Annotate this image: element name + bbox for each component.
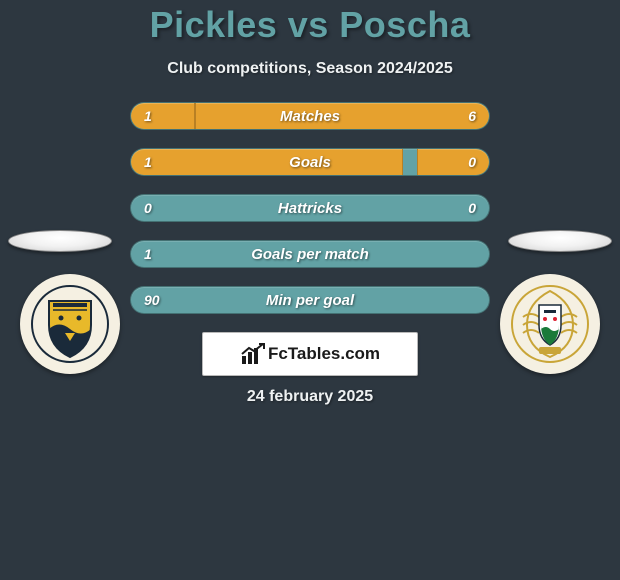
stats-area: Matches16Goals10Hattricks00Goals per mat… [0, 102, 620, 314]
date-text: 24 february 2025 [0, 388, 620, 406]
stat-bar-left [131, 149, 403, 175]
stat-row: Goals1 0 [0, 148, 620, 176]
page-title: Pickles vs Poscha [0, 4, 620, 46]
brand-label: FcTables.com [268, 344, 380, 364]
stat-bar-track: Matches [130, 102, 490, 130]
stat-value-left: 0 [144, 194, 152, 222]
stat-value-left: 90 [144, 286, 160, 314]
stat-value-right: 0 [468, 148, 476, 176]
stat-row: Goals per match1 [0, 240, 620, 268]
stat-label: Hattricks [131, 195, 489, 222]
stat-row: Min per goal90 [0, 286, 620, 314]
stat-value-left: 1 [144, 102, 152, 130]
stat-bar-track: Goals per match [130, 240, 490, 268]
brand-link[interactable]: FcTables.com [202, 332, 418, 376]
stat-bar-track: Hattricks [130, 194, 490, 222]
stat-value-left: 1 [144, 240, 152, 268]
stat-bar-left [131, 103, 195, 129]
stat-bar-track: Min per goal [130, 286, 490, 314]
stat-bar-track: Goals [130, 148, 490, 176]
stat-label: Min per goal [131, 287, 489, 314]
stat-value-right: 0 [468, 194, 476, 222]
stat-value-right: 6 [468, 102, 476, 130]
stat-bar-right [417, 149, 489, 175]
stat-row: Hattricks0 0 [0, 194, 620, 222]
stat-bar-right [195, 103, 489, 129]
stat-value-left: 1 [144, 148, 152, 176]
subtitle: Club competitions, Season 2024/2025 [0, 60, 620, 78]
stat-row: Matches1 6 [0, 102, 620, 130]
brand-chart-icon [240, 342, 266, 366]
stat-label: Goals per match [131, 241, 489, 268]
